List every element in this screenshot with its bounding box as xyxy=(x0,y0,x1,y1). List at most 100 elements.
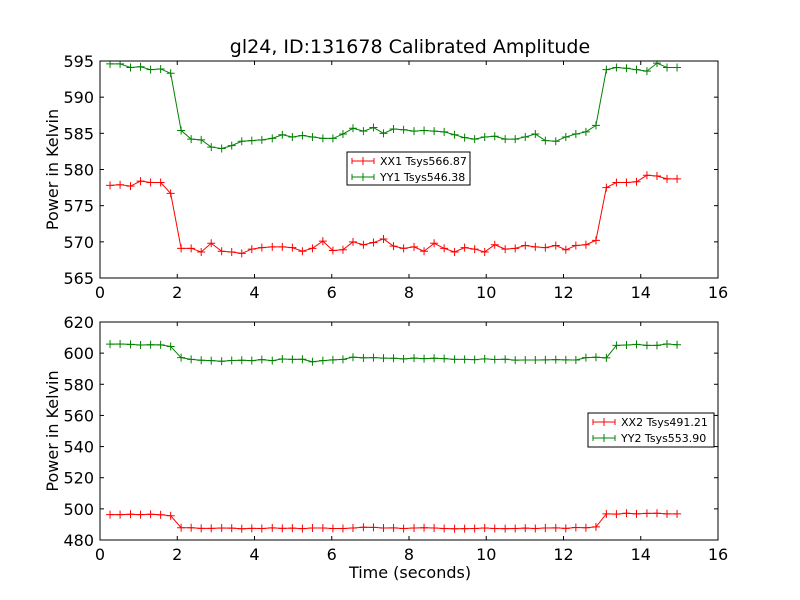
data-point xyxy=(541,243,550,252)
data-point xyxy=(673,63,682,72)
data-point xyxy=(156,64,165,73)
data-point xyxy=(450,247,459,256)
data-point xyxy=(480,247,489,256)
data-point xyxy=(318,356,327,365)
data-point xyxy=(389,242,398,251)
data-point xyxy=(237,524,246,533)
x-tick-label: 10 xyxy=(476,283,496,302)
x-tick-label: 12 xyxy=(553,283,573,302)
data-point xyxy=(359,353,368,362)
data-point xyxy=(268,523,277,532)
data-point xyxy=(217,247,226,256)
data-point xyxy=(420,247,429,256)
legend-box xyxy=(587,412,715,448)
data-point xyxy=(257,135,266,144)
data-point xyxy=(511,135,520,144)
data-point xyxy=(156,510,165,519)
data-point xyxy=(187,244,196,253)
data-point xyxy=(166,189,175,198)
series-xx1 xyxy=(106,171,682,258)
data-point xyxy=(328,246,337,255)
data-point xyxy=(420,354,429,363)
data-point xyxy=(460,524,469,533)
data-point xyxy=(571,355,580,364)
data-point xyxy=(460,243,469,252)
data-point xyxy=(166,69,175,78)
data-point xyxy=(591,121,600,130)
x-tick-label: 6 xyxy=(327,283,337,302)
data-point xyxy=(318,524,327,533)
data-point xyxy=(369,523,378,532)
data-point xyxy=(146,178,155,187)
data-point xyxy=(257,524,266,533)
x-tick-label: 16 xyxy=(708,283,728,302)
data-point xyxy=(247,136,256,145)
data-point xyxy=(126,510,135,519)
data-point xyxy=(237,249,246,258)
data-point xyxy=(308,244,317,253)
data-point xyxy=(541,524,550,533)
data-point xyxy=(551,523,560,532)
data-point xyxy=(581,127,590,136)
legend: XX2 Tsys491.21 YY2 Tsys553.90 xyxy=(587,412,715,448)
data-point xyxy=(166,342,175,351)
x-tick-label: 4 xyxy=(249,545,259,564)
data-point xyxy=(348,237,357,246)
y-tick-label: 595 xyxy=(63,52,94,71)
data-point xyxy=(348,124,357,133)
data-point xyxy=(177,244,186,253)
data-point xyxy=(308,132,317,141)
data-point xyxy=(106,510,115,519)
data-point xyxy=(511,356,520,365)
data-point xyxy=(257,355,266,364)
legend-marker xyxy=(600,418,608,426)
data-point xyxy=(521,132,530,141)
data-point xyxy=(126,63,135,72)
data-point xyxy=(359,523,368,532)
data-point xyxy=(480,132,489,141)
data-point xyxy=(480,354,489,363)
data-point xyxy=(116,510,125,519)
series-yy2 xyxy=(106,339,682,366)
data-point xyxy=(338,245,347,254)
data-point xyxy=(663,174,672,183)
data-point xyxy=(410,354,419,363)
data-point xyxy=(106,181,115,190)
data-point xyxy=(551,241,560,250)
data-point xyxy=(561,355,570,364)
data-point xyxy=(136,510,145,519)
data-point xyxy=(612,63,621,72)
data-point xyxy=(338,355,347,364)
data-point xyxy=(490,240,499,249)
data-point xyxy=(470,245,479,254)
data-point xyxy=(308,524,317,533)
data-point xyxy=(399,354,408,363)
data-point xyxy=(116,339,125,348)
data-point xyxy=(470,524,479,533)
data-point xyxy=(531,524,540,533)
data-point xyxy=(642,67,651,76)
data-point xyxy=(379,234,388,243)
y-tick-label: 580 xyxy=(63,161,94,180)
data-point xyxy=(359,127,368,136)
y-tick-label: 620 xyxy=(63,313,94,332)
data-point xyxy=(257,243,266,252)
legend-marker xyxy=(359,173,367,181)
data-point xyxy=(298,524,307,533)
data-point xyxy=(298,247,307,256)
data-point xyxy=(177,523,186,532)
data-point xyxy=(338,130,347,139)
y-tick-label: 580 xyxy=(63,375,94,394)
legend-label: XX2 Tsys491.21 xyxy=(621,416,708,429)
plot-frame xyxy=(99,60,719,279)
data-point xyxy=(328,355,337,364)
data-point xyxy=(389,523,398,532)
data-point xyxy=(369,353,378,362)
data-point xyxy=(591,236,600,245)
data-point xyxy=(197,135,206,144)
data-point xyxy=(227,524,236,533)
data-point xyxy=(430,127,439,136)
data-point xyxy=(551,137,560,146)
data-point xyxy=(490,132,499,141)
data-point xyxy=(652,172,661,181)
